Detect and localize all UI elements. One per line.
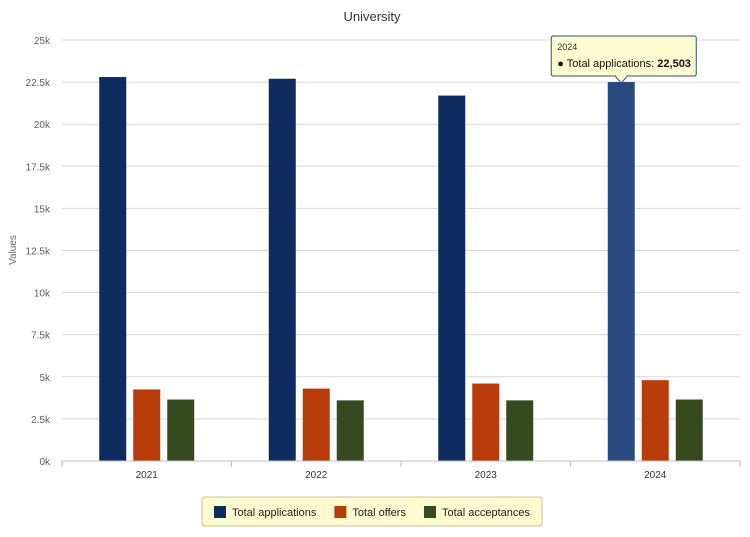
- bar-total-offers-2023[interactable]: [472, 383, 500, 461]
- bar-total-acceptances-2021[interactable]: [167, 399, 195, 461]
- bar-total-applications-2021[interactable]: [99, 77, 127, 461]
- legend-swatch: [334, 506, 347, 518]
- bar-total-applications-2022[interactable]: [268, 78, 296, 462]
- bar-total-acceptances-2023[interactable]: [506, 400, 534, 461]
- y-tick-label: 22.5k: [26, 78, 51, 89]
- y-tick-label: 2.5k: [31, 415, 51, 426]
- bar-total-offers-2024[interactable]: [641, 380, 669, 461]
- tooltip: 2024 ● Total applications: 22,503: [550, 35, 697, 84]
- legend-label: Total applications: [232, 507, 317, 519]
- bars: [99, 77, 703, 462]
- y-tick-label: 20k: [34, 120, 51, 131]
- x-tick-label: 2023: [475, 470, 498, 481]
- y-axis-label: Values: [8, 235, 19, 265]
- bar-total-acceptances-2022[interactable]: [336, 400, 364, 461]
- x-axis-ticks: 2021 2022 2023 2024: [61, 461, 741, 481]
- tooltip-pointer: [614, 75, 628, 84]
- bar-total-offers-2021[interactable]: [133, 389, 161, 461]
- y-tick-label: 17.5k: [26, 162, 51, 173]
- bar-total-acceptances-2024[interactable]: [675, 399, 703, 461]
- legend-item-total-offers[interactable]: Total offers: [334, 506, 406, 519]
- legend-box: [201, 496, 543, 527]
- legend-label: Total acceptances: [442, 507, 531, 519]
- bar-total-offers-2022[interactable]: [302, 388, 330, 461]
- y-tick-label: 10k: [34, 289, 51, 300]
- bar-total-applications-2024[interactable]: [607, 82, 635, 462]
- legend-item-total-applications[interactable]: Total applications: [213, 506, 317, 519]
- y-tick-label: 0k: [39, 457, 51, 468]
- y-tick-label: 15k: [34, 204, 51, 215]
- tooltip-colon: :: [651, 58, 657, 70]
- tooltip-series-name: Total applications: [567, 58, 652, 70]
- legend-label: Total offers: [352, 507, 406, 519]
- tooltip-value-line: ● Total applications: 22,503: [557, 58, 691, 70]
- chart-title: University: [343, 9, 401, 24]
- legend-swatch: [423, 506, 436, 518]
- bar-total-applications-2023[interactable]: [438, 95, 466, 462]
- x-tick-label: 2022: [305, 470, 328, 481]
- y-axis-ticks: 0k 2.5k 5k 7.5k 10k 12.5k 15k 17.5k 20k 22.5k 25k: [26, 36, 51, 468]
- tooltip-category: 2024: [557, 42, 577, 52]
- x-tick-label: 2021: [136, 470, 159, 481]
- x-tick-label: 2024: [644, 470, 667, 481]
- y-tick-label: 5k: [39, 373, 51, 384]
- tooltip-value: 22,503: [657, 58, 691, 70]
- legend: Total applications Total offers Total acce…: [201, 496, 543, 527]
- y-tick-label: 25k: [34, 36, 51, 47]
- legend-swatch: [213, 506, 226, 518]
- tooltip-bullet: ●: [557, 58, 567, 70]
- legend-item-total-acceptances[interactable]: Total acceptances: [423, 506, 531, 519]
- y-tick-label: 7.5k: [31, 331, 51, 342]
- y-tick-label: 12.5k: [26, 247, 51, 258]
- gridlines: [62, 39, 740, 420]
- legend-items: Total applications Total offers Total acce…: [213, 506, 531, 519]
